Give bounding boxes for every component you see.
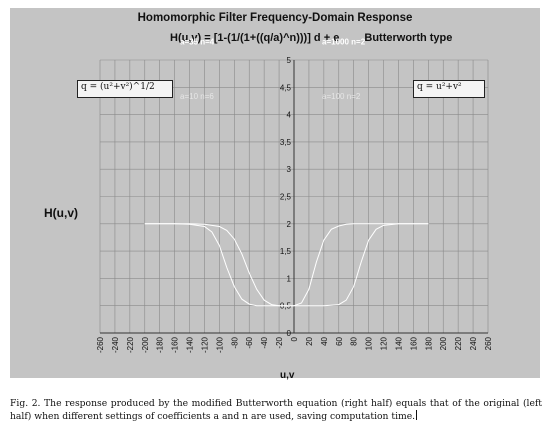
series-line-2 (293, 223, 429, 307)
x-tick-label: -180 (156, 336, 165, 353)
x-tick-label: -100 (215, 336, 224, 353)
y-tick-label: 3 (287, 165, 292, 174)
y-tick-label: 5 (287, 56, 292, 65)
x-tick-label: -240 (111, 336, 120, 353)
x-tick-label: -200 (141, 336, 150, 353)
x-tick-label: 140 (394, 336, 403, 350)
series-line-3 (144, 223, 294, 307)
x-tick-label: -80 (230, 336, 239, 348)
right-formula-box: q = u²+v² (413, 80, 485, 98)
series-line-4 (294, 223, 429, 307)
legend-left-label: a=35 n=4 (180, 37, 215, 46)
formula-type: Butterworth type (364, 32, 453, 44)
y-tick-label: 3,5 (280, 138, 292, 147)
x-tick-label: -260 (96, 336, 105, 353)
x-tick-label: -60 (245, 336, 254, 348)
x-tick-label: 0 (290, 336, 299, 341)
formula-lhs: H(u,v) (170, 32, 202, 44)
caption-text: Fig. 2. The response produced by the mod… (10, 398, 542, 422)
y-tick-label: 4 (287, 111, 292, 120)
x-tick-label: 260 (484, 336, 493, 350)
x-tick-label: 200 (439, 336, 448, 350)
legend-left-label: a=10 n=6 (180, 92, 214, 101)
y-tick-label: 1,5 (280, 247, 292, 256)
y-axis-label: H(u,v) (44, 206, 78, 220)
x-tick-label: -140 (186, 336, 195, 353)
y-tick-label: 1 (287, 274, 292, 283)
y-tick-label: 4,5 (280, 83, 292, 92)
x-tick-label: -120 (200, 336, 209, 353)
figure-caption: Fig. 2. The response produced by the mod… (10, 398, 542, 423)
x-tick-label: 120 (380, 336, 389, 350)
formula-rhs: = [1-(1/(1+((q/a)^n)))] d + e (204, 32, 340, 44)
chart-plot: 00,511,522,533,544,55-260 -240 -220 -200 -18… (96, 37, 493, 353)
x-tick-label: 160 (409, 336, 418, 350)
legend-right-label: a=100 n=2 (322, 92, 361, 101)
x-tick-label: -20 (275, 336, 284, 348)
y-tick-label: 2,5 (280, 193, 292, 202)
x-tick-label: 60 (335, 336, 344, 345)
x-tick-label: -40 (260, 336, 269, 348)
figure-panel: Homomorphic Filter Frequency-Domain Resp… (10, 8, 540, 381)
x-tick-label: 20 (305, 336, 314, 345)
x-tick-label: 220 (454, 336, 463, 350)
x-tick-label: 40 (320, 336, 329, 345)
y-tick-label: 2 (287, 220, 292, 229)
text-cursor (416, 410, 418, 420)
x-tick-label: 240 (469, 336, 478, 350)
left-formula-box: q = (u²+v²)^1/2 (77, 80, 173, 98)
x-tick-label: 100 (365, 336, 374, 350)
legend-right-label: a=1000 n=2 (322, 37, 366, 46)
x-tick-label: 180 (424, 336, 433, 350)
chart-title: Homomorphic Filter Frequency-Domain Resp… (137, 12, 413, 24)
chart-formula: H(u,v) = [1-(1/(1+((q/a)^n)))] d + e But… (170, 32, 452, 44)
x-tick-label: -220 (126, 336, 135, 353)
x-tick-label: -160 (171, 336, 180, 353)
y-tick-label: 0 (287, 329, 292, 338)
x-tick-label: 80 (350, 336, 359, 345)
x-axis-label: u,v (280, 370, 295, 381)
